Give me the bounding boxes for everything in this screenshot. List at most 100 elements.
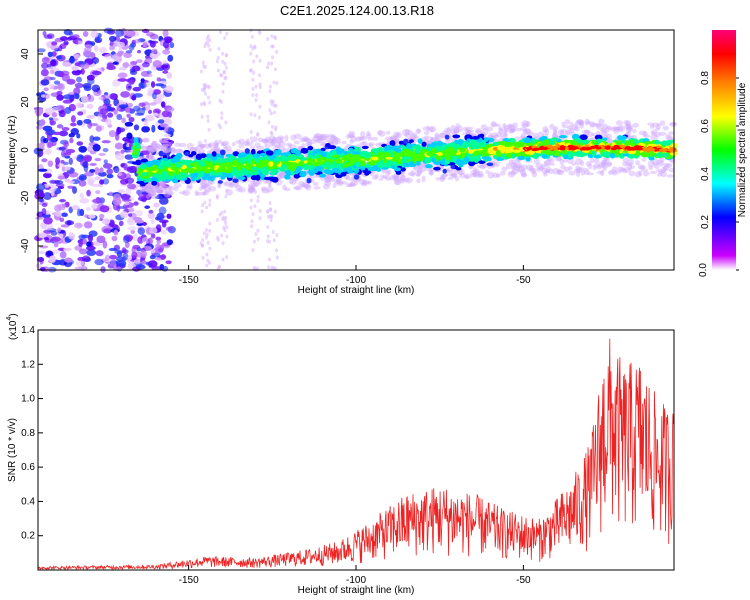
heatmap-cell <box>627 158 635 166</box>
heatmap-cell <box>70 115 76 123</box>
heatmap-cell <box>86 189 91 197</box>
heatmap-cell <box>126 132 133 140</box>
heatmap-cell <box>169 42 175 49</box>
heatmap-cell <box>150 191 157 196</box>
heatmap-cell <box>249 51 253 56</box>
heatmap-cell <box>309 139 317 145</box>
heatmap-cell <box>452 134 461 139</box>
heatmap-cell <box>267 257 271 262</box>
heatmap-cell <box>267 239 271 244</box>
heatmap-cell <box>160 254 166 260</box>
heatmap-cell <box>102 240 108 249</box>
heatmap-cell <box>543 139 550 145</box>
heatmap-cell <box>622 153 630 157</box>
heatmap-cell <box>77 111 84 116</box>
heatmap-cell <box>221 81 225 86</box>
heatmap-cell <box>142 137 150 143</box>
heatmap-cell <box>232 178 239 183</box>
heatmap-cell <box>596 170 604 175</box>
heatmap-cell <box>156 239 162 244</box>
heatmap-cell <box>299 137 307 143</box>
heatmap-cell <box>624 123 632 129</box>
heatmap-cell <box>199 102 203 107</box>
heatmap-cell <box>251 77 255 82</box>
heatmap-cell <box>39 198 45 203</box>
heatmap-cell <box>659 120 666 126</box>
heatmap-cell <box>58 45 63 52</box>
heatmap-cell <box>594 134 603 140</box>
y-tick-label: -20 <box>20 190 31 205</box>
heatmap-cell <box>563 159 569 163</box>
heatmap-cell <box>204 41 208 46</box>
heatmap-cell <box>150 81 156 88</box>
heatmap-cell <box>201 183 208 190</box>
heatmap-cell <box>525 128 531 135</box>
heatmap-cell <box>512 163 517 169</box>
heatmap-cell <box>421 141 427 147</box>
heatmap-cell <box>167 185 175 191</box>
heatmap-cell <box>170 147 176 155</box>
heatmap-cell <box>326 174 335 180</box>
heatmap-cell <box>223 228 227 233</box>
heatmap-cell <box>146 166 151 172</box>
y-tick-label: 0.6 <box>21 462 35 473</box>
heatmap-cell <box>165 185 173 192</box>
heatmap-cell <box>479 164 487 170</box>
heatmap-cell <box>116 114 123 121</box>
heatmap-cell <box>246 171 254 175</box>
heatmap-cell <box>312 182 319 187</box>
heatmap-cell <box>627 147 634 151</box>
heatmap-cell <box>208 221 212 226</box>
heatmap-cell <box>345 183 354 188</box>
heatmap-cell <box>499 132 508 137</box>
heatmap-cell <box>131 154 139 159</box>
heatmap-cell <box>307 154 314 159</box>
heatmap-cell <box>594 158 600 165</box>
heatmap-cell <box>252 265 256 270</box>
heatmap-cell <box>250 139 254 144</box>
heatmap-cell <box>147 212 155 220</box>
heatmap-cell <box>510 162 518 169</box>
heatmap-cell <box>515 127 522 132</box>
heatmap-cell <box>144 187 151 194</box>
heatmap-cell <box>473 150 482 155</box>
heatmap-cell <box>96 235 106 244</box>
heatmap-cell <box>307 145 314 151</box>
heatmap-cell <box>274 137 282 142</box>
colorbar-ticks: 0.00.20.40.60.8 <box>698 71 739 277</box>
heatmap-cell <box>171 177 179 184</box>
heatmap-cell <box>322 183 330 190</box>
heatmap-cell <box>247 183 254 188</box>
heatmap-cell <box>217 46 221 51</box>
heatmap-cell <box>504 152 513 158</box>
heatmap-cell <box>560 128 567 133</box>
heatmap-cell <box>178 142 187 148</box>
heatmap-cell <box>120 162 128 169</box>
heatmap-cell <box>152 60 162 68</box>
heatmap-cell <box>252 70 256 75</box>
heatmap-cell <box>40 68 49 77</box>
heatmap-cell <box>39 119 46 126</box>
heatmap-cell <box>487 147 494 152</box>
heatmap-cell <box>552 149 560 155</box>
heatmap-cell <box>73 87 81 95</box>
heatmap-cell <box>74 54 81 59</box>
heatmap-cell <box>394 136 400 143</box>
heatmap-cell <box>60 159 65 164</box>
heatmap-cell <box>188 163 195 167</box>
heatmap-cell <box>37 250 46 254</box>
heatmap-cell <box>270 131 274 136</box>
heatmap-cell <box>266 186 274 193</box>
heatmap-cell <box>559 147 566 151</box>
heatmap-cell <box>135 144 141 150</box>
heatmap-cell <box>143 119 149 127</box>
heatmap-cell <box>132 86 142 92</box>
heatmap-cell <box>200 209 204 214</box>
heatmap-cell <box>266 138 274 144</box>
heatmap-cell <box>209 175 215 182</box>
heatmap-cell <box>220 73 224 78</box>
heatmap-cell <box>360 136 365 141</box>
heatmap-cell <box>221 89 225 94</box>
heatmap-cell <box>203 102 207 107</box>
x-tick-label: -150 <box>179 575 199 586</box>
